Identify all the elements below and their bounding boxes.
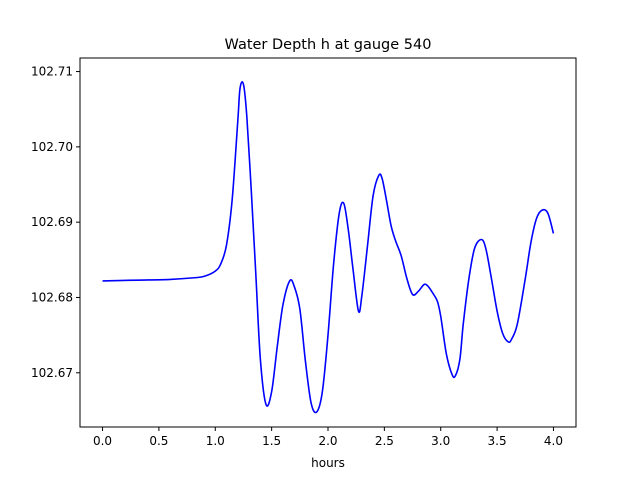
x-tick-label: 1.5 [262,434,281,448]
x-tick-label: 1.0 [206,434,225,448]
x-tick-label: 3.5 [488,434,507,448]
chart-title: Water Depth h at gauge 540 [225,37,432,53]
y-tick-label: 102.68 [31,290,73,304]
x-tick-label: 2.0 [318,434,337,448]
series-group [102,81,555,414]
x-tick-label: 2.5 [375,434,394,448]
x-axis-ticks: 0.0 0.5 1.0 1.5 2.0 2.5 3.0 3.5 4.0 [93,427,563,448]
series-line [102,81,555,414]
y-tick-label: 102.71 [31,65,73,79]
y-tick-label: 102.70 [31,140,73,154]
plot-area-frame [79,57,577,428]
y-axis-ticks: 102.67 102.68 102.69 102.70 102.71 [31,65,80,380]
x-tick-label: 0.0 [93,434,112,448]
y-tick-label: 102.67 [31,366,73,380]
x-axis-label: hours [311,456,345,470]
y-tick-label: 102.69 [31,215,73,229]
x-tick-label: 3.0 [431,434,450,448]
x-tick-label: 4.0 [544,434,563,448]
x-tick-label: 0.5 [149,434,168,448]
